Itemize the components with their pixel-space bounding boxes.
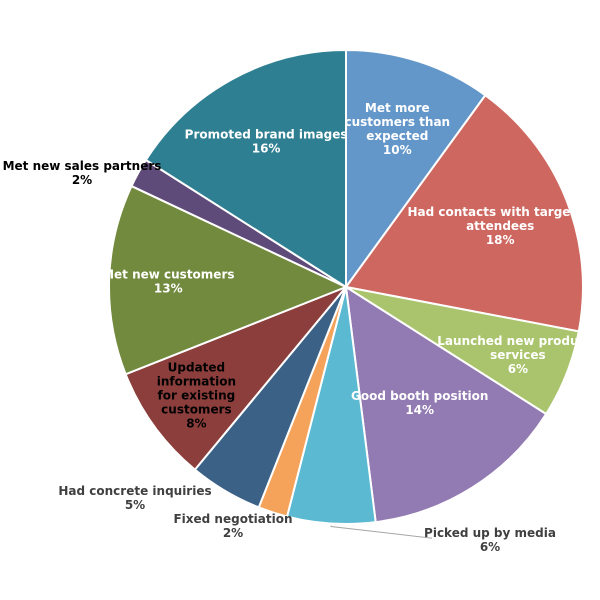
pie-slice [108, 184, 349, 376]
slice-label: Fixed negotiation 2% [173, 512, 292, 540]
slice-name-label: expected [366, 129, 428, 143]
slice-label: Met more customers than expected 10% [345, 101, 451, 157]
slice-value-label: 14% [405, 403, 434, 417]
slice-label: Met new customers 13% [102, 267, 234, 295]
slice-label: Met new sales partners 2% [3, 159, 162, 187]
slice-label: Launched new products services 6% [437, 334, 598, 376]
slice-value-label: 13% [154, 281, 183, 295]
slice-value-label: 2% [72, 173, 92, 187]
slice-label: Had concrete inquiries 5% [58, 484, 211, 512]
pie-slice [344, 285, 548, 524]
slice-name-label: Met more [365, 101, 430, 115]
slice-name-label: Launched new products [437, 334, 598, 348]
slice-name-label: Promoted brand images [185, 128, 348, 142]
slice-name-label: Had concrete inquiries [58, 484, 211, 498]
slice-value-label: 8% [186, 417, 206, 431]
slice-name-label: Good booth position [351, 389, 488, 403]
slice-value-label: 10% [383, 143, 412, 157]
slice-name-label: Met new sales partners [3, 159, 162, 173]
slice-label: Picked up by media 6% [424, 526, 556, 554]
pie-slice [144, 48, 347, 289]
slice-value-label: 18% [486, 233, 515, 247]
slice-name-label: Met new customers [102, 267, 234, 281]
slice-label: Good booth position 14% [351, 389, 488, 417]
slice-name-label: customers [161, 403, 231, 417]
slice-label: Had contacts with targeted attendees 18% [407, 205, 592, 247]
slice-name-label: information [157, 375, 236, 389]
slice-name-label: attendees [466, 219, 534, 233]
slice-label: Promoted brand images 16% [185, 128, 348, 156]
slice-name-label: Updated [168, 361, 226, 375]
leader-line [330, 525, 432, 539]
pie-slice [344, 93, 584, 333]
slice-value-label: 6% [480, 540, 500, 554]
slice-value-label: 16% [252, 142, 281, 156]
slice-name-label: for existing [158, 389, 236, 403]
slice-value-label: 2% [223, 526, 243, 540]
slice-name-label: Fixed negotiation [173, 512, 292, 526]
slice-name-label: Had contacts with targeted [407, 205, 592, 219]
slice-name-label: Picked up by media [424, 526, 556, 540]
slice-name-label: customers than [345, 115, 451, 129]
slice-label: Updated information for existing customers 8… [157, 361, 236, 431]
pie-slice [345, 48, 487, 291]
slice-value-label: 5% [125, 498, 145, 512]
slice-value-label: 6% [508, 362, 528, 376]
pie-slice [124, 286, 347, 472]
slice-name-label: services [490, 348, 546, 362]
